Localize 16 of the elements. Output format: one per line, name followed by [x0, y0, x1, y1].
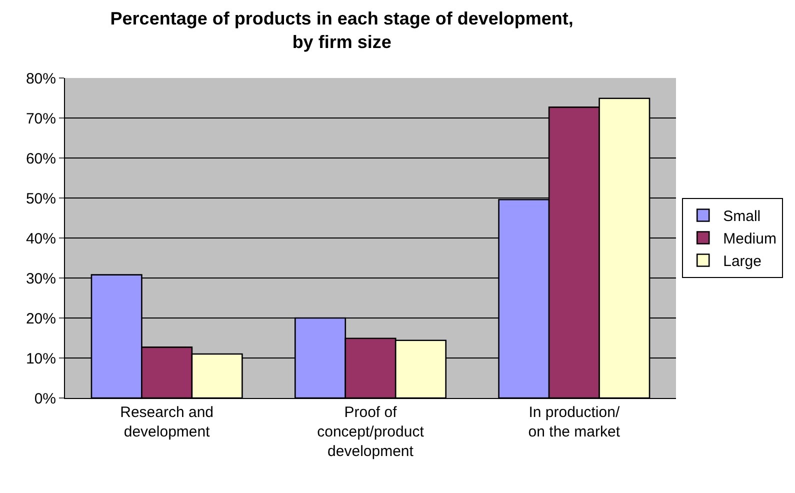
legend-label: Medium [723, 230, 776, 248]
y-tick-label: 60% [26, 150, 56, 168]
y-tick-label: 40% [26, 230, 56, 248]
x-tick-label: In production/ on the market [528, 404, 621, 440]
chart-title: Percentage of products in each stage of development, by firm size [110, 8, 574, 52]
legend-label: Large [723, 253, 762, 270]
y-tick-label: 30% [26, 270, 56, 288]
y-tick-label: 50% [26, 190, 56, 208]
x-tick-label: Proof of concept/product development [317, 404, 425, 460]
y-tick-label: 70% [26, 110, 56, 128]
y-tick-label: 80% [26, 70, 56, 88]
x-tick-label: Research and development [120, 404, 214, 440]
y-tick-label: 0% [34, 390, 56, 408]
legend-label: Small [723, 208, 761, 226]
y-tick-label: 20% [26, 310, 56, 328]
y-tick-label: 10% [26, 350, 56, 368]
